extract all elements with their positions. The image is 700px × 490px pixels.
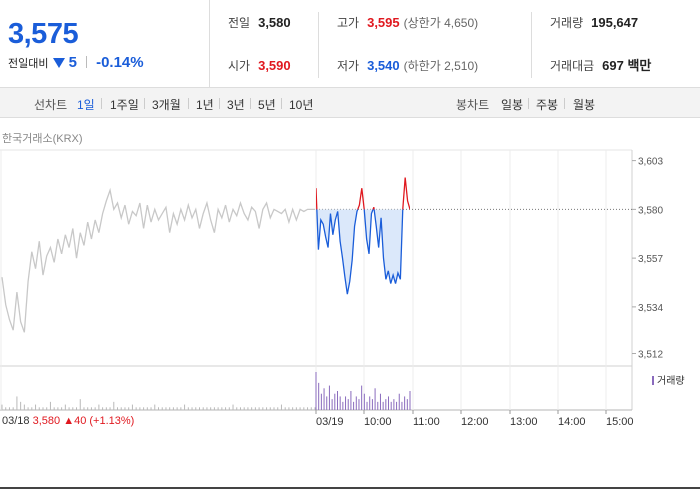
stat-value: 195,647	[591, 15, 639, 30]
price-summary: 3,575 전일대비 5 -0.14% 전일 3,580 시가 3,590 고가 3,…	[0, 0, 700, 88]
tab-1w[interactable]: 1주일	[110, 98, 139, 112]
stat-value: 3,595	[367, 15, 400, 30]
stat-label: 고가	[337, 16, 360, 30]
y-tick-label: 3,534	[638, 303, 663, 314]
stat-amount: 거래대금 697 백만	[550, 56, 651, 76]
x-tick-label: 10:00	[364, 416, 392, 428]
x-tick-label: 11:00	[413, 416, 440, 428]
divider	[318, 12, 319, 78]
chart-period-tabs: 선차트 1일 1주일 3개월 1년 3년 5년 10년 봉차트 일봉 주봉 월봉	[0, 88, 700, 118]
stat-prev-close: 전일 3,580	[228, 13, 291, 33]
stat-label: 거래량	[550, 16, 584, 30]
current-price-box: 3,575 전일대비 5 -0.14%	[0, 0, 210, 88]
stat-value: 3,590	[258, 58, 291, 73]
legend-swatch	[652, 376, 654, 385]
today-line-up	[316, 177, 410, 210]
tab-1y[interactable]: 1년	[196, 98, 214, 112]
prev-pct: (+1.13%)	[89, 415, 135, 427]
legend-label: 거래량	[657, 376, 685, 387]
prev-day-line	[1, 187, 315, 333]
y-tick-label: 3,580	[638, 205, 663, 216]
today-line-down	[316, 209, 410, 295]
divider	[564, 98, 565, 109]
stat-value: 3,580	[258, 15, 291, 30]
divider	[281, 98, 282, 109]
divider	[86, 56, 88, 68]
tab-10y[interactable]: 10년	[289, 98, 314, 112]
prev-price: 3,580	[32, 415, 61, 427]
tab-3m[interactable]: 3개월	[152, 98, 181, 112]
prev-change: ▲40	[63, 415, 87, 427]
y-tick-label: 3,557	[638, 254, 663, 265]
stats-panel: 전일 3,580 시가 3,590 고가 3,595 (상한가 4,650) 저가 3,5…	[211, 0, 700, 88]
x-tick-label: 14:00	[558, 416, 586, 428]
x-tick-label: 15:00	[606, 416, 634, 428]
change-line: 전일대비 5 -0.14%	[8, 54, 144, 71]
divider	[144, 98, 145, 109]
current-price: 3,575	[8, 18, 79, 50]
change-percent: -0.14%	[96, 54, 144, 71]
tab-weekly[interactable]: 주봉	[536, 98, 559, 112]
change-value: 5	[68, 54, 77, 71]
divider	[101, 98, 102, 109]
prev-date: 03/18	[2, 415, 30, 427]
line-chart-label: 선차트	[34, 98, 68, 112]
tab-5y[interactable]: 5년	[258, 98, 276, 112]
stat-value: 3,540	[367, 58, 400, 73]
x-tick-label: 12:00	[461, 416, 489, 428]
stat-label: 저가	[337, 59, 360, 73]
change-label: 전일대비	[8, 58, 49, 70]
tab-monthly[interactable]: 월봉	[573, 98, 596, 112]
tab-3y[interactable]: 3년	[227, 98, 245, 112]
stat-open: 시가 3,590	[228, 56, 291, 76]
y-tick-label: 3,603	[638, 157, 663, 168]
stat-low: 저가 3,540 (하한가 2,510)	[337, 56, 478, 76]
tab-daily[interactable]: 일봉	[501, 98, 524, 112]
stat-volume: 거래량 195,647	[550, 13, 638, 33]
divider	[250, 98, 251, 109]
stat-label: 거래대금	[550, 59, 595, 73]
data-source: 한국거래소(KRX)	[2, 133, 83, 145]
bottom-border	[0, 487, 700, 489]
stat-high: 고가 3,595 (상한가 4,650)	[337, 13, 478, 33]
x-tick-label: 03/19	[316, 416, 344, 428]
tab-1d[interactable]: 1일	[77, 98, 95, 112]
divider	[528, 98, 529, 109]
stat-value: 697 백만	[602, 58, 652, 73]
divider	[219, 98, 220, 109]
volume-legend: 거래량	[652, 372, 685, 387]
down-arrow-icon	[52, 58, 65, 68]
stat-sub: (상한가 4,650)	[403, 16, 479, 30]
prev-day-info: 03/18 3,580 ▲40 (+1.13%)	[2, 415, 134, 427]
stat-label: 전일	[228, 16, 251, 30]
y-tick-label: 3,512	[638, 350, 663, 361]
stat-label: 시가	[228, 59, 251, 73]
stat-sub: (하한가 2,510)	[403, 59, 479, 73]
x-tick-label: 13:00	[510, 416, 538, 428]
candle-chart-label: 봉차트	[456, 98, 490, 112]
divider	[531, 12, 532, 78]
divider	[188, 98, 189, 109]
